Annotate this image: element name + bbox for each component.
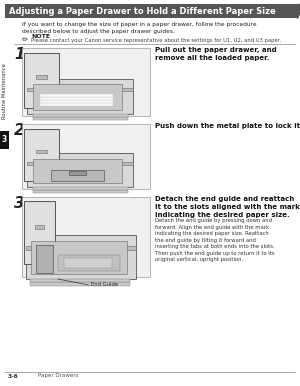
Text: If you want to change the size of paper in a paper drawer, follow the procedure
: If you want to change the size of paper … bbox=[22, 22, 256, 34]
Bar bbox=[33, 159, 122, 183]
Bar bbox=[28, 88, 133, 91]
Bar bbox=[40, 97, 113, 100]
Bar bbox=[28, 162, 133, 165]
Text: Please contact your Canon service representative about the settings for U1, U2, : Please contact your Canon service repres… bbox=[31, 38, 281, 43]
Text: 3-6: 3-6 bbox=[8, 374, 19, 379]
Bar bbox=[36, 150, 46, 154]
Text: 3: 3 bbox=[14, 196, 25, 211]
Bar bbox=[40, 103, 113, 106]
Bar bbox=[36, 75, 46, 79]
Bar bbox=[30, 279, 130, 282]
Bar bbox=[33, 85, 122, 110]
Text: End Guide: End Guide bbox=[91, 283, 118, 288]
Bar bbox=[22, 124, 150, 189]
Bar bbox=[33, 117, 128, 120]
Bar bbox=[64, 258, 112, 268]
Bar bbox=[28, 154, 133, 187]
Bar bbox=[24, 53, 59, 108]
Bar bbox=[51, 170, 104, 181]
Bar bbox=[22, 197, 150, 277]
Text: Detach the end guide and reattach
it to the slots aligned with the mark
indicati: Detach the end guide and reattach it to … bbox=[155, 196, 300, 218]
Text: Pull out the paper drawer, and
remove all the loaded paper.: Pull out the paper drawer, and remove al… bbox=[155, 47, 277, 61]
Bar bbox=[36, 245, 53, 273]
Bar bbox=[58, 254, 120, 271]
Bar bbox=[0, 131, 9, 149]
Bar bbox=[28, 79, 133, 114]
Bar bbox=[5, 4, 297, 18]
Bar bbox=[22, 48, 150, 116]
Bar bbox=[40, 100, 113, 103]
Bar bbox=[33, 190, 128, 193]
Bar bbox=[30, 282, 130, 286]
Text: 1: 1 bbox=[14, 47, 25, 62]
Polygon shape bbox=[297, 4, 300, 18]
Bar bbox=[24, 129, 59, 181]
Bar bbox=[26, 246, 136, 250]
Bar bbox=[33, 187, 128, 190]
Bar bbox=[70, 171, 86, 175]
Text: 2: 2 bbox=[14, 123, 25, 138]
Text: NOTE: NOTE bbox=[31, 34, 50, 39]
Text: ✏: ✏ bbox=[22, 34, 28, 43]
Text: Push down the metal plate to lock it.: Push down the metal plate to lock it. bbox=[155, 123, 300, 129]
Text: Adjusting a Paper Drawer to Hold a Different Paper Size: Adjusting a Paper Drawer to Hold a Diffe… bbox=[9, 7, 276, 15]
Bar bbox=[24, 201, 55, 264]
Bar bbox=[35, 225, 44, 229]
Bar bbox=[40, 94, 113, 97]
Bar bbox=[26, 235, 136, 279]
Text: Detach the end guide by pressing down and
forward. Align the end guide with the : Detach the end guide by pressing down an… bbox=[155, 218, 274, 262]
Text: Paper Drawers: Paper Drawers bbox=[38, 374, 78, 379]
Text: 3: 3 bbox=[2, 135, 7, 144]
Bar bbox=[31, 241, 127, 274]
Text: Routine Maintenance: Routine Maintenance bbox=[2, 63, 8, 119]
Bar bbox=[33, 114, 128, 117]
